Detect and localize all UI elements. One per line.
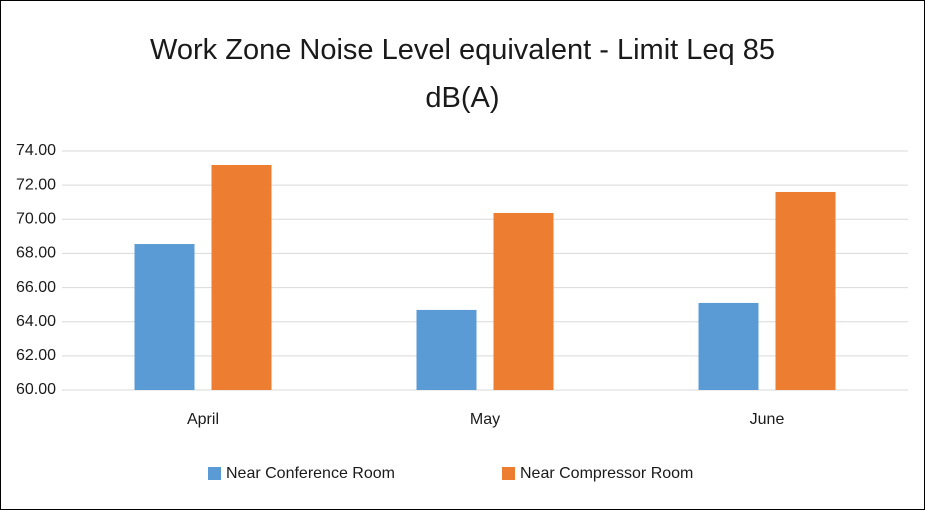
y-tick-label: 62.00: [16, 347, 56, 364]
y-tick-label: 64.00: [16, 313, 56, 330]
chart-title: Work Zone Noise Level equivalent - Limit…: [150, 34, 775, 114]
bar: [416, 309, 477, 390]
legend-swatch: [208, 467, 221, 480]
x-tick-label: April: [187, 411, 219, 428]
bar: [493, 212, 554, 390]
bar: [698, 302, 759, 390]
bar: [134, 244, 195, 390]
y-tick-label: 72.00: [16, 176, 56, 193]
bar: [775, 191, 836, 390]
bar: [211, 164, 272, 390]
y-tick-label: 68.00: [16, 245, 56, 262]
legend-label: Near Compressor Room: [520, 465, 693, 482]
legend-label: Near Conference Room: [226, 465, 395, 482]
x-tick-label: June: [750, 411, 785, 428]
y-tick-label: 70.00: [16, 211, 56, 228]
x-tick-label: May: [470, 411, 500, 428]
y-tick-label: 66.00: [16, 279, 56, 296]
legend-swatch: [502, 467, 515, 480]
y-tick-label: 60.00: [16, 381, 56, 398]
y-tick-label: 74.00: [16, 142, 56, 159]
